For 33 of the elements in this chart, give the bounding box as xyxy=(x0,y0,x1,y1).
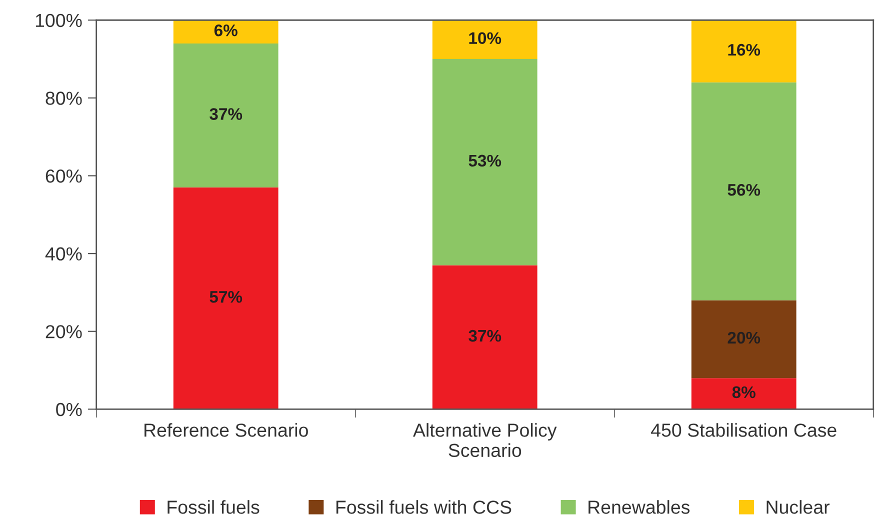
data-label: 16% xyxy=(728,44,760,56)
bar xyxy=(691,82,796,300)
y-tick-label: 20% xyxy=(46,325,82,338)
data-label: 37% xyxy=(468,330,502,342)
bar xyxy=(173,43,278,188)
legend-label: Fossil fuels with CCS xyxy=(336,500,512,514)
data-label: 57% xyxy=(210,291,242,303)
y-tick-label: 60% xyxy=(46,169,82,183)
bar xyxy=(691,20,796,82)
bar xyxy=(432,20,538,60)
data-label: 56% xyxy=(728,184,760,196)
data-label: 37% xyxy=(210,108,242,120)
x-tick-label: Alternative Policy Scenario xyxy=(413,423,557,458)
bar xyxy=(173,20,278,44)
data-label: 6% xyxy=(214,24,238,36)
bar xyxy=(432,59,538,266)
y-tick-label: 100% xyxy=(36,14,82,28)
data-label: 8% xyxy=(732,386,756,398)
y-tick-label: 0% xyxy=(56,402,82,416)
bar xyxy=(691,378,796,410)
data-label: 10% xyxy=(469,32,502,44)
data-label: 20% xyxy=(728,332,760,344)
legend-label: Nuclear xyxy=(766,500,830,514)
x-tick-label: Reference Scenario xyxy=(144,423,308,437)
legend-label: Fossil fuels xyxy=(168,500,260,514)
x-tick-label: 450 Stabilisation Case xyxy=(651,423,836,437)
y-tick-label: 80% xyxy=(46,92,82,105)
bar xyxy=(691,300,796,378)
legend-label: Renewables xyxy=(588,500,690,514)
bar xyxy=(173,187,278,410)
data-label: 53% xyxy=(468,154,502,167)
y-tick-label: 40% xyxy=(45,247,82,261)
bar xyxy=(432,265,538,410)
